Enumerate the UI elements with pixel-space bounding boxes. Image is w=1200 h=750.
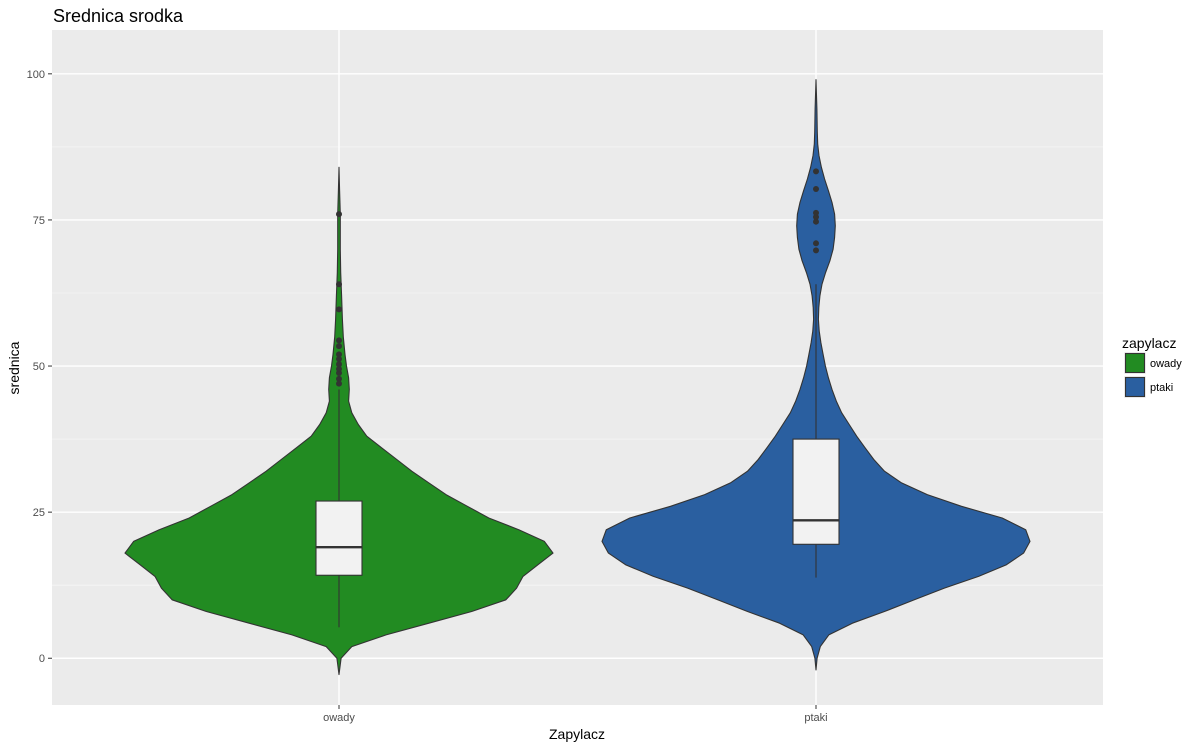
y-tick-label: 75 [33,215,45,227]
boxplots [315,284,840,628]
outlier-point-owady [336,281,342,288]
outlier-point-ptaki [813,209,819,216]
outlier-point-owady [336,337,342,344]
outliers [336,168,819,387]
legend-swatch-ptaki [1124,376,1146,398]
outlier-point-owady [336,343,342,350]
y-tick-label: 25 [33,507,45,519]
outlier-point-owady [336,211,342,218]
outlier-point-owady [336,356,342,363]
y-tick-label: 100 [27,69,45,81]
box-owady [315,500,363,576]
outlier-point-owady [336,380,342,387]
axes: 0 25 50 75 100 owady ptaki [27,69,828,724]
outlier-point-ptaki [813,185,819,192]
outlier-point-owady [336,361,342,368]
x-axis-title: Zapylacz [549,726,605,742]
outlier-point-owady [336,306,342,313]
legend-label-owady: owady [1150,358,1182,370]
outlier-point-owady [336,365,342,372]
x-tick-label: owady [323,712,355,724]
legend-swatch-owady [1124,352,1146,374]
outlier-point-ptaki [813,240,819,247]
outlier-point-owady [336,375,342,382]
legend-title: zapylacz [1122,335,1176,351]
outlier-point-owady [336,351,342,358]
legend-label-ptaki: ptaki [1150,382,1173,394]
box-ptaki [792,438,840,545]
chart-title: Srednica srodka [53,6,184,26]
outlier-point-ptaki [813,218,819,225]
outlier-point-ptaki [813,168,819,175]
x-tick-label: ptaki [804,712,827,724]
y-axis-title: srednica [6,341,22,394]
y-tick-label: 0 [39,653,45,665]
y-tick-label: 50 [33,361,45,373]
outlier-point-ptaki [813,247,819,254]
legend: zapylacz owady ptaki [1122,335,1182,398]
